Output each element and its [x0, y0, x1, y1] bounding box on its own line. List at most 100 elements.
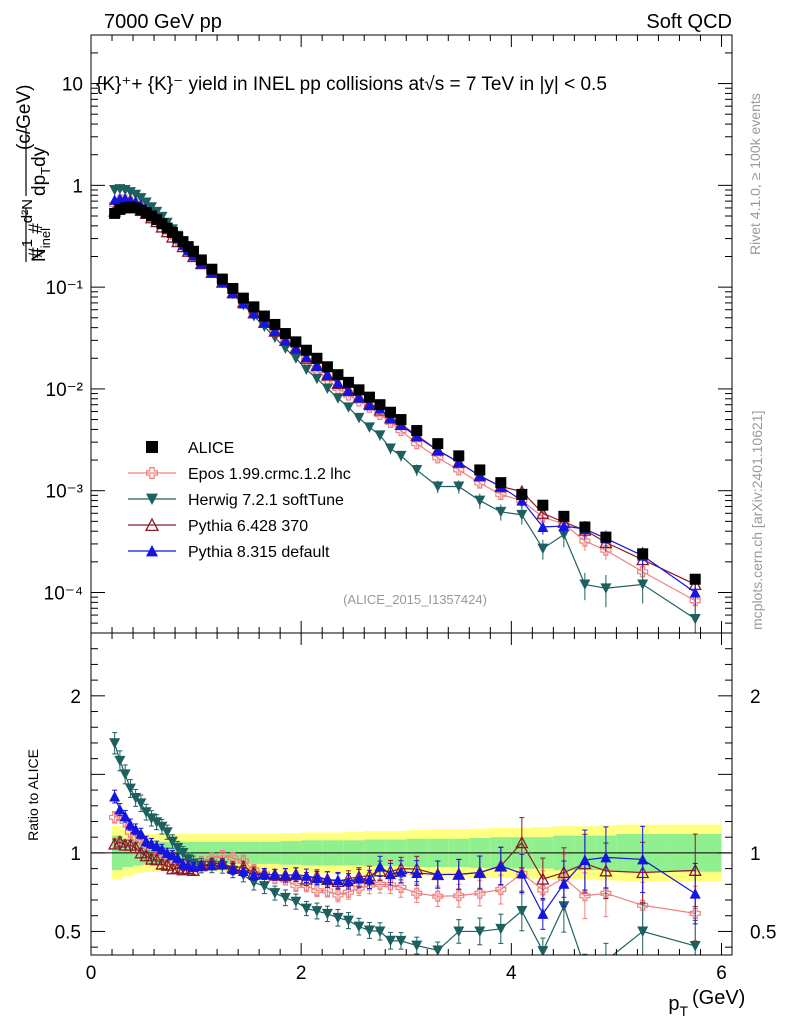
data-point-pythia-4	[411, 431, 423, 442]
data-point-alice	[411, 425, 423, 437]
x-tick-label: 4	[506, 963, 517, 984]
ratio-point-herwig-2	[145, 813, 157, 824]
ratio-point-pythia-4	[342, 875, 354, 887]
ratio-point-herwig-2	[279, 892, 291, 904]
data-point-epos-1	[411, 438, 423, 450]
ratio-point-pythia-4	[579, 854, 591, 865]
data-point-pythia-4	[321, 369, 333, 380]
data-point-alice	[432, 438, 444, 450]
data-point-alice	[353, 384, 365, 396]
data-point-pythia-4	[290, 342, 302, 354]
ratio-point-pythia-4	[187, 861, 199, 872]
ratio-point-pythia-4	[119, 810, 131, 822]
ratio-point-herwig-2	[353, 921, 365, 933]
data-point-herwig-2	[395, 450, 407, 462]
data-point-pythia-4	[311, 360, 323, 371]
legend-marker	[146, 545, 158, 557]
data-point-alice	[516, 488, 528, 500]
ratio-point-pythia-4	[453, 868, 465, 880]
ratio-point-pythia-4	[216, 859, 228, 870]
data-point-alice	[290, 336, 302, 348]
data-point-pythia-4	[279, 334, 291, 346]
ratio-point-herwig-2	[432, 945, 444, 955]
ratio-point-epos-1	[495, 884, 507, 896]
ratio-point-pythia-4	[384, 868, 396, 880]
legend-label: Pythia 8.315 default	[188, 544, 330, 561]
data-point-herwig-2	[342, 402, 354, 413]
ratio-point-herwig-2	[495, 923, 507, 935]
data-point-alice	[637, 548, 649, 560]
ratio-point-herwig-2	[579, 962, 590, 972]
ratio-point-pythia-4	[130, 823, 142, 835]
ratio-point-pythia-4	[172, 852, 184, 863]
ratio-point-pythia-4	[206, 859, 218, 871]
ratio-point-pythia-4	[600, 851, 612, 863]
axes: 0 2 4 6 10⁻⁴ 10⁻³ 10⁻² 10⁻¹ 1 10 0.5 0.5 1 1 2 2	[44, 34, 776, 984]
ratio-point-epos-1	[311, 885, 323, 897]
data-point-epos-1	[537, 511, 549, 523]
data-point-herwig-2	[495, 506, 507, 518]
ratio-point-epos-1	[332, 889, 344, 901]
ratio-point-epos-1	[411, 887, 423, 899]
legend-label: Pythia 6.428 370	[188, 518, 308, 535]
y-axis-unit: (c/GeV)	[14, 85, 35, 150]
data-point-alice	[474, 464, 486, 476]
data-point-pythia-4	[269, 325, 281, 337]
data-point-pythia-4	[474, 470, 486, 481]
ratio-point-herwig-2	[151, 817, 163, 828]
main-panel-data	[108, 184, 702, 633]
ratio-point-herwig-2	[637, 926, 649, 937]
data-point-epos-1	[637, 566, 649, 578]
legend-label: Herwig 7.2.1 softTune	[188, 492, 344, 509]
y-tick-label-ratio-right: 2	[750, 687, 761, 708]
ratio-point-herwig-2	[290, 896, 302, 908]
ratio-point-pythia-4	[151, 840, 163, 852]
ratio-point-pythia-4	[516, 867, 528, 879]
data-point-pythia-4	[300, 351, 312, 363]
data-point-herwig-2	[374, 430, 386, 441]
ratio-point-pythia-4	[124, 819, 136, 830]
ratio-point-epos-1	[537, 884, 549, 896]
ratio-point-epos-1	[342, 886, 355, 898]
mcplots-label: mcplots.cern.ch [arXiv:2401.10621]	[749, 411, 765, 630]
data-point-herwig-2	[135, 193, 147, 204]
ratio-point-herwig-2	[109, 738, 121, 749]
ratio-point-pythia-4	[474, 867, 486, 878]
data-point-epos-1	[453, 464, 465, 476]
y-axis-label-dpt: dpTdy	[29, 146, 53, 196]
x-axis-label-pt: pT	[668, 993, 688, 1019]
ratio-point-pythia-4	[637, 853, 649, 865]
data-point-pythia-4	[363, 399, 375, 411]
ratio-point-pythia-3	[536, 872, 550, 885]
data-point-alice	[600, 531, 612, 543]
data-point-alice	[558, 510, 570, 522]
ratio-point-herwig-2	[161, 827, 173, 838]
ratio-point-herwig-2	[363, 925, 375, 936]
ratio-point-pythia-3	[150, 852, 164, 866]
legend: ALICE Epos 1.99.crmc.1.2 lhc Herwig 7.2.1 …	[128, 440, 351, 561]
ratio-point-herwig-2	[119, 769, 131, 780]
y-tick-label-ratio-left: 0.5	[55, 922, 81, 943]
ratio-point-herwig-2	[182, 854, 194, 865]
ratio-point-epos-1	[321, 885, 333, 897]
data-point-herwig-2	[363, 422, 375, 433]
data-point-pythia-4	[537, 521, 549, 532]
ratio-point-epos-1	[290, 879, 302, 891]
analysis-tag: (ALICE_2015_I1357424)	[343, 592, 487, 607]
data-point-epos-1	[689, 595, 701, 607]
data-point-herwig-2	[516, 509, 528, 521]
data-point-alice	[195, 254, 207, 266]
ratio-point-herwig-2	[411, 940, 423, 952]
ratio-point-herwig-2	[300, 903, 312, 915]
data-point-herwig-2	[130, 189, 142, 201]
ratio-point-pythia-4	[135, 828, 147, 839]
ratio-point-pythia-4	[321, 874, 333, 885]
ratio-point-herwig-2	[156, 821, 168, 833]
legend-marker	[146, 441, 158, 453]
header-right: Soft QCD	[646, 11, 732, 33]
ratio-point-pythia-3	[113, 835, 127, 848]
y-tick-label-ratio-right: 1	[750, 844, 761, 865]
data-point-epos-1	[495, 488, 507, 500]
ratio-point-pythia-3	[108, 837, 122, 850]
